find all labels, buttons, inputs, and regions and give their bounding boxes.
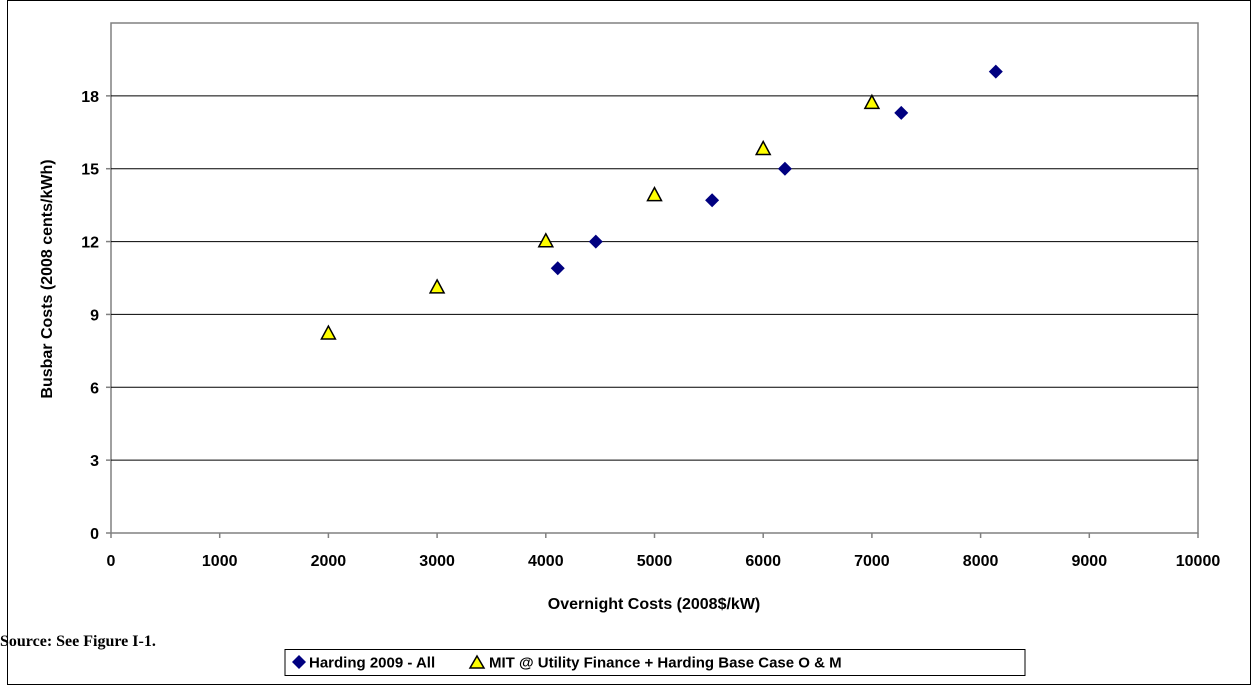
x-tick-label: 5000	[637, 553, 673, 570]
legend: Harding 2009 - All MIT @ Utility Finance…	[284, 649, 1026, 676]
y-tick-label: 15	[81, 162, 99, 179]
harding-point	[894, 105, 909, 120]
y-tick-label: 9	[90, 307, 99, 324]
x-tick-label: 3000	[419, 553, 455, 570]
x-tick-label: 6000	[745, 553, 781, 570]
y-tick-label: 18	[81, 89, 99, 106]
y-axis-ticks: 0 3 6 9 12 15 18	[81, 89, 111, 543]
x-axis-ticks: 0 1000 2000 3000 4000 5000 6000 7000 8000 9000 100…	[107, 533, 1221, 570]
harding-point	[588, 234, 603, 249]
y-tick-label: 3	[90, 453, 99, 470]
legend-label-mit: MIT @ Utility Finance + Harding Base Cas…	[489, 655, 842, 672]
legend-marker-mit	[468, 654, 486, 669]
harding-point	[705, 193, 720, 208]
mit-point	[863, 93, 881, 110]
legend-box	[284, 649, 1026, 676]
plot-area	[110, 22, 1199, 534]
data-points	[320, 64, 1003, 340]
mit-point	[646, 186, 663, 202]
x-tick-label: 1000	[202, 553, 238, 570]
gridlines	[111, 95, 1198, 461]
mit-point	[320, 324, 337, 340]
y-tick-label: 12	[81, 235, 99, 252]
harding-point	[988, 64, 1003, 79]
harding-point	[777, 161, 792, 176]
x-axis-title: Overnight Costs (2008$/kW)	[548, 596, 761, 613]
x-tick-label: 0	[107, 553, 116, 570]
x-tick-label: 2000	[311, 553, 347, 570]
y-tick-label: 6	[90, 380, 99, 397]
mit-point	[537, 232, 555, 248]
y-axis-title: Busbar Costs (2008 cents/kWh)	[39, 159, 56, 398]
x-tick-label: 4000	[528, 553, 564, 570]
y-tick-label: 0	[90, 526, 99, 543]
mit-point	[754, 139, 772, 156]
legend-label-harding: Harding 2009 - All	[309, 655, 435, 672]
harding-point	[550, 261, 565, 276]
x-tick-label: 8000	[963, 553, 999, 570]
x-tick-label: 10000	[1176, 553, 1221, 570]
x-tick-label: 7000	[854, 553, 890, 570]
legend-marker-harding	[292, 655, 306, 669]
source-note: Source: See Figure I-1.	[0, 633, 156, 650]
x-tick-label: 9000	[1072, 553, 1108, 570]
mit-point	[428, 278, 446, 294]
